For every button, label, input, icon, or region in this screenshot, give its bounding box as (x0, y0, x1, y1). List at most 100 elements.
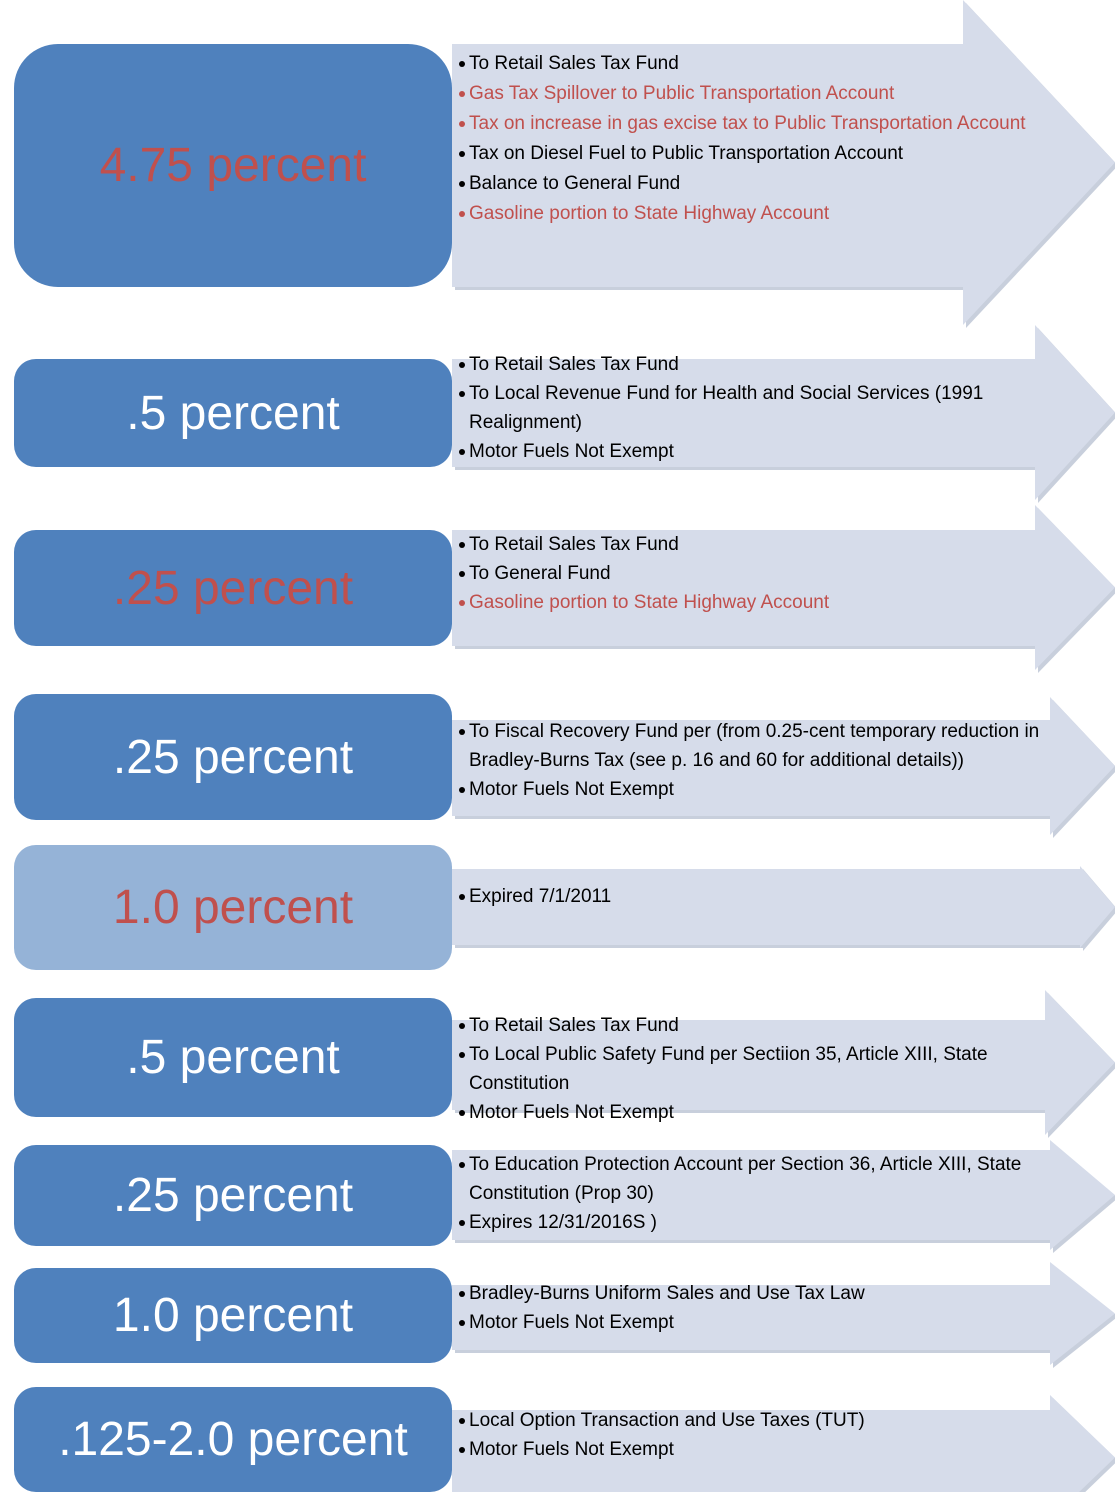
item-list: To Education Protection Account per Sect… (458, 1150, 1058, 1237)
item-text: Balance to General Fund (469, 173, 681, 194)
item-list: Local Option Transaction and Use Taxes (… (458, 1406, 1058, 1464)
item-text: To Retail Sales Tax Fund (469, 1015, 679, 1036)
item-text: To Education Protection Account per Sect… (469, 1154, 1022, 1204)
item: To Local Public Safety Fund per Sectiion… (458, 1040, 1058, 1098)
item: Tax on Diesel Fuel to Public Transportat… (458, 139, 1058, 169)
rate-box: .5 percent (14, 998, 452, 1117)
bullet (459, 1220, 465, 1226)
item: Local Option Transaction and Use Taxes (… (458, 1406, 1058, 1435)
item-text: Gasoline portion to State Highway Accoun… (469, 203, 830, 224)
item: To Fiscal Recovery Fund per (from 0.25-c… (458, 717, 1058, 775)
bullet (459, 449, 465, 455)
item: Gasoline portion to State Highway Accoun… (458, 588, 1058, 617)
item-text: Motor Fuels Not Exempt (469, 779, 674, 800)
arrow (452, 1140, 1115, 1250)
bullet (459, 1110, 465, 1116)
bullet (459, 391, 465, 397)
bullet (459, 542, 465, 548)
rate-box: .125-2.0 percent (14, 1387, 452, 1492)
bullet (459, 600, 465, 606)
bullet (459, 571, 465, 577)
bullet (459, 1447, 465, 1453)
rate-box: 4.75 percent (14, 44, 452, 287)
item-list: To Retail Sales Tax Fund To Local Public … (458, 1011, 1058, 1127)
bullet (459, 61, 465, 67)
item: Balance to General Fund (458, 169, 1058, 199)
item-text: To Local Public Safety Fund per Sectiion… (469, 1044, 988, 1094)
rate-box: .5 percent (14, 359, 452, 467)
item: To Local Revenue Fund for Health and Soc… (458, 379, 1058, 437)
bullet (459, 91, 465, 97)
rate-box: .25 percent (14, 530, 452, 646)
item-text: Expires 12/31/2016S ) (469, 1212, 658, 1233)
item-text: To Retail Sales Tax Fund (469, 53, 679, 74)
rate-label: .25 percent (112, 561, 354, 615)
bullet (459, 1291, 465, 1297)
item: Motor Fuels Not Exempt (458, 1308, 1058, 1337)
rate-label: .25 percent (112, 730, 354, 784)
item-text: Local Option Transaction and Use Taxes (… (469, 1410, 865, 1431)
item: Tax on increase in gas excise tax to Pub… (458, 109, 1058, 139)
item: Motor Fuels Not Exempt (458, 1435, 1058, 1464)
rate-box: 1.0 percent (14, 1268, 452, 1363)
item-text: To Fiscal Recovery Fund per (from 0.25-c… (469, 721, 1040, 771)
item-list: Expired 7/1/2011 (458, 882, 1058, 911)
arrow (452, 1262, 1115, 1365)
rate-label: 1.0 percent (112, 881, 354, 934)
bullet (459, 1320, 465, 1326)
item-text: Motor Fuels Not Exempt (469, 441, 674, 462)
rate-label: .5 percent (126, 386, 340, 440)
arrow (452, 990, 1115, 1135)
rate-label: .25 percent (112, 1169, 354, 1222)
item: Gasoline portion to State Highway Accoun… (458, 199, 1058, 229)
item: Expires 12/31/2016S ) (458, 1208, 1058, 1237)
item: To Retail Sales Tax Fund (458, 530, 1058, 559)
item-text: Motor Fuels Not Exempt (469, 1439, 674, 1460)
arrow (452, 1395, 1115, 1492)
item-list: To Retail Sales Tax Fund To Local Revenue… (458, 350, 1058, 466)
item: To General Fund (458, 559, 1058, 588)
bullet (459, 211, 465, 217)
item: Motor Fuels Not Exempt (458, 1098, 1058, 1127)
item: To Education Protection Account per Sect… (458, 1150, 1058, 1208)
bullet (459, 1023, 465, 1029)
item: Expired 7/1/2011 (458, 882, 1058, 911)
arrow (452, 697, 1115, 835)
item-text: To Retail Sales Tax Fund (469, 354, 679, 375)
rate-label: .5 percent (126, 1031, 340, 1084)
item: Motor Fuels Not Exempt (458, 437, 1058, 466)
item: Gas Tax Spillover to Public Transportati… (458, 79, 1058, 109)
item-list: Bradley-Burns Uniform Sales and Use Tax … (458, 1279, 1058, 1337)
bullet (459, 729, 465, 735)
arrow (452, 866, 1115, 948)
item-text: Gasoline portion to State Highway Accoun… (469, 592, 830, 613)
item-list: To Retail Sales Tax Fund To General Fund G… (458, 530, 1058, 617)
item-text: Bradley-Burns Uniform Sales and Use Tax … (469, 1283, 865, 1304)
item: To Retail Sales Tax Fund (458, 1011, 1058, 1040)
bullet (459, 181, 465, 187)
bullet (459, 362, 465, 368)
item-text: To Local Revenue Fund for Health and Soc… (469, 383, 984, 433)
item-text: Tax on Diesel Fuel to Public Transportat… (469, 143, 904, 164)
bullet (459, 1052, 465, 1058)
bullet (459, 151, 465, 157)
arrow (452, 0, 1115, 325)
item-text: Tax on increase in gas excise tax to Pub… (469, 113, 1026, 134)
item-list: To Retail Sales Tax Fund Gas Tax Spillove… (458, 49, 1058, 229)
rate-box: .25 percent (14, 1145, 452, 1246)
rate-label: .125-2.0 percent (58, 1413, 408, 1466)
arrow (452, 325, 1115, 500)
item-text: Expired 7/1/2011 (469, 886, 612, 907)
bullet (459, 1418, 465, 1424)
item: Bradley-Burns Uniform Sales and Use Tax … (458, 1279, 1058, 1308)
item-text: To General Fund (469, 563, 611, 584)
item-text: Motor Fuels Not Exempt (469, 1312, 674, 1333)
arrow (452, 505, 1115, 670)
bullet (459, 787, 465, 793)
rate-label: 4.75 percent (99, 139, 367, 192)
item: Motor Fuels Not Exempt (458, 775, 1058, 804)
rate-box: .25 percent (14, 694, 452, 820)
item-text: Gas Tax Spillover to Public Transportati… (469, 83, 895, 104)
